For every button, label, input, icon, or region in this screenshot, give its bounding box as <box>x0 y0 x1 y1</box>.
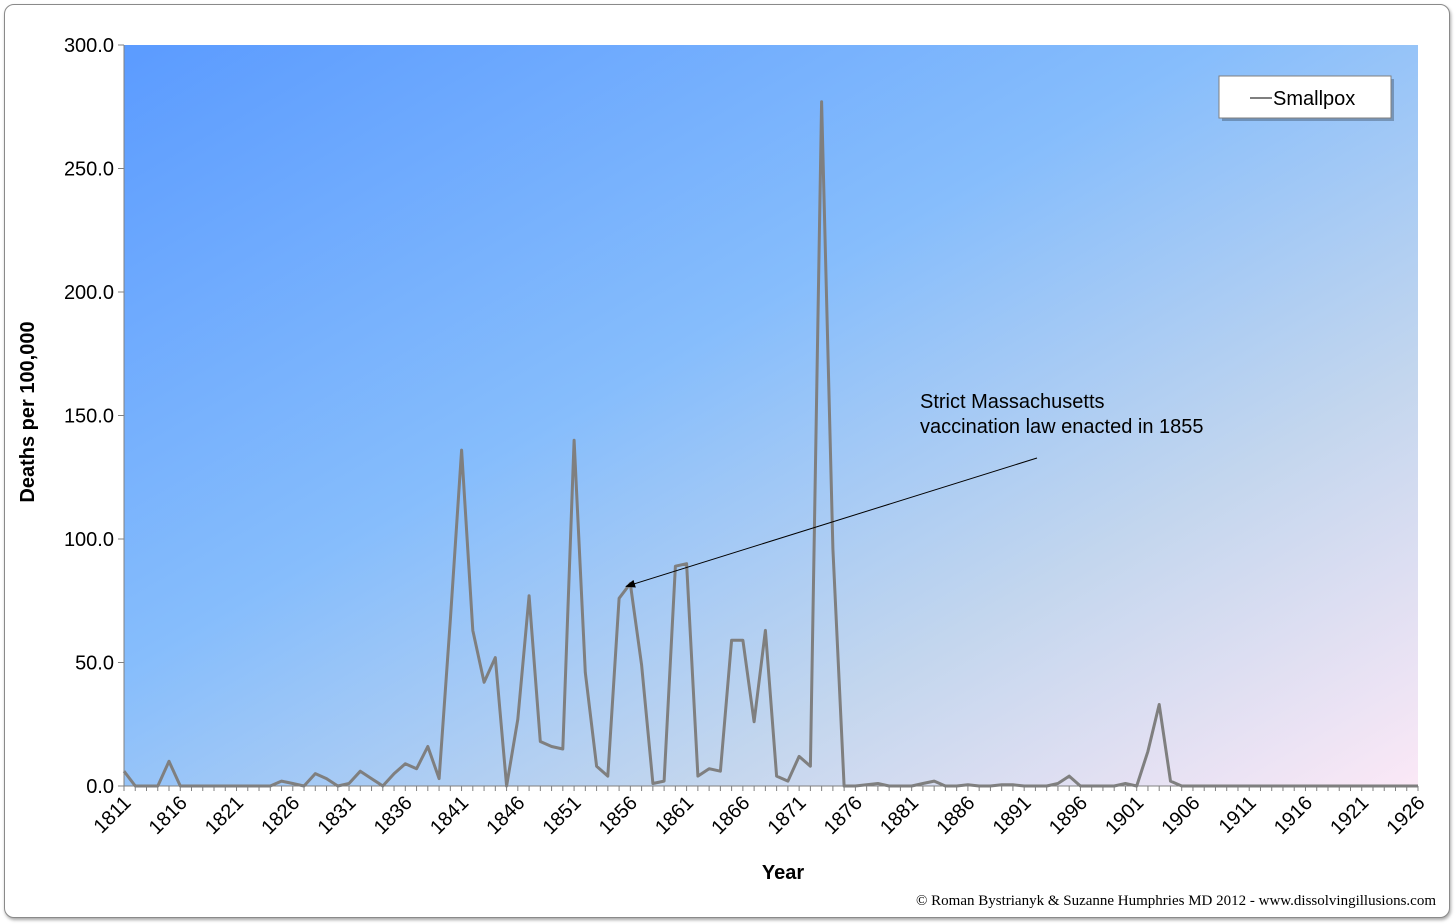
x-tick-label: 1886 <box>932 792 979 839</box>
annotation-arrow <box>625 457 1038 588</box>
x-tick-label: 1911 <box>1215 792 1261 838</box>
x-tick-label: 1926 <box>1383 792 1430 839</box>
x-tick-label: 1816 <box>145 792 192 839</box>
x-tick-label: 1891 <box>989 792 1036 839</box>
x-tick-label: 1856 <box>595 792 642 839</box>
x-tick-label: 1826 <box>257 792 304 839</box>
series-layer <box>122 100 1418 788</box>
y-tick-label: 50.0 <box>75 653 114 675</box>
y-axis-title: Deaths per 100,000 <box>17 321 39 502</box>
x-tick-label: 1881 <box>876 792 923 839</box>
y-tick-label: 100.0 <box>64 529 114 551</box>
x-tick-label: 1921 <box>1326 792 1373 839</box>
x-tick-label: 1861 <box>651 792 698 839</box>
x-tick-label: 1846 <box>482 792 529 839</box>
x-axis-title: Year <box>762 862 804 884</box>
x-tick-label: 1866 <box>707 792 754 839</box>
x-tick-label: 1916 <box>1270 792 1317 839</box>
x-tick-label: 1901 <box>1101 792 1148 839</box>
x-tick-label: 1831 <box>314 792 361 839</box>
series-line-smallpox <box>122 100 1418 788</box>
legend-box <box>1218 75 1392 119</box>
plot-area <box>124 45 1418 786</box>
y-tick-label: 250.0 <box>64 159 114 181</box>
y-tick-label: 200.0 <box>64 282 114 304</box>
y-axis-ticks: 0.0 50.0 100.0 150.0 200.0 250.0 300.0 <box>64 35 124 798</box>
x-tick-label: 1836 <box>370 792 417 839</box>
annotation: Strict Massachusetts vaccination law ena… <box>625 391 1204 588</box>
x-axis-ticks: 1811 1816 1821 1826 1831 1836 1841 1846 1851 1856… <box>90 786 1430 839</box>
legend-label-smallpox: Smallpox <box>1273 88 1355 110</box>
x-tick-label: 1821 <box>201 792 248 839</box>
x-tick-label: 1871 <box>764 792 811 839</box>
x-tick-label: 1841 <box>426 792 473 839</box>
x-tick-label: 1896 <box>1045 792 1092 839</box>
x-tick-label: 1851 <box>539 792 586 839</box>
legend: Smallpox <box>1218 75 1394 121</box>
x-tick-label: 1906 <box>1157 792 1204 839</box>
y-tick-label: 150.0 <box>64 406 114 428</box>
x-tick-label: 1876 <box>820 792 867 839</box>
annotation-line-2: vaccination law enacted in 1855 <box>920 416 1204 438</box>
copyright-credit: © Roman Bystrianyk & Suzanne Humphries M… <box>916 893 1436 909</box>
annotation-line-1: Strict Massachusetts <box>920 391 1105 413</box>
y-tick-label: 300.0 <box>64 35 114 57</box>
x-tick-label: 1811 <box>90 792 136 838</box>
y-tick-label: 0.0 <box>86 776 114 798</box>
